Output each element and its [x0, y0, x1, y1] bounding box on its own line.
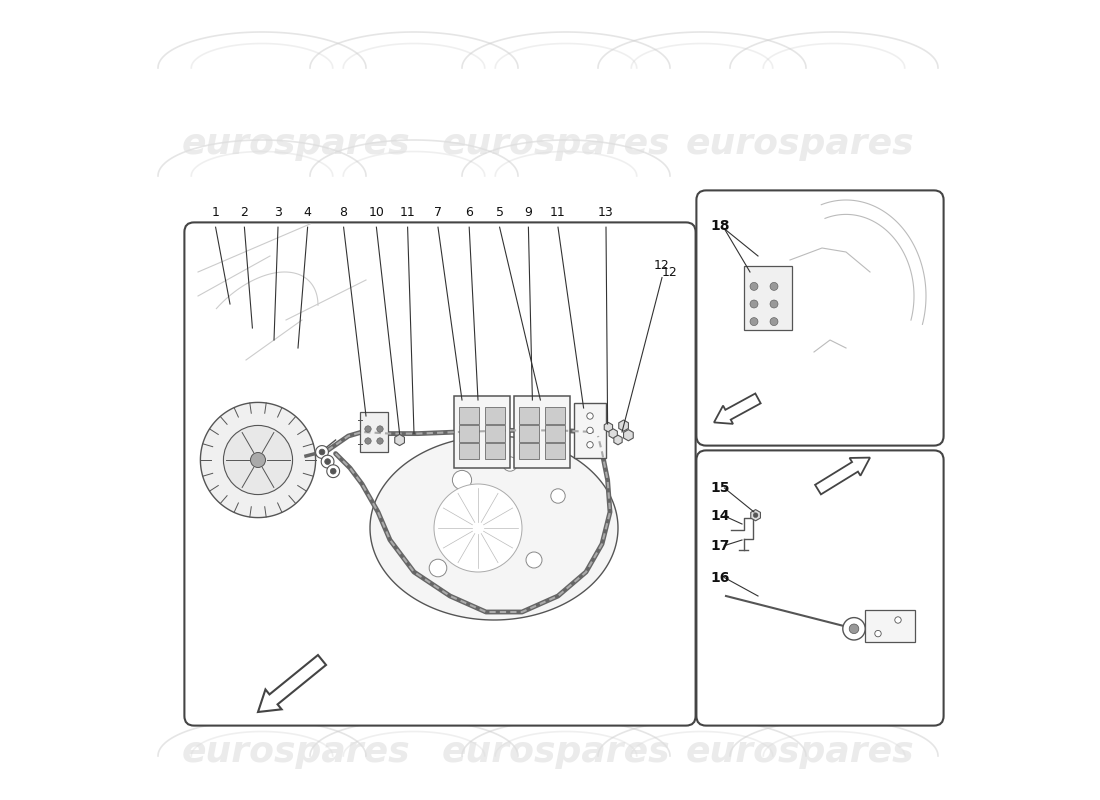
- Circle shape: [365, 438, 371, 444]
- Polygon shape: [327, 465, 340, 478]
- Text: 10: 10: [368, 206, 384, 219]
- Circle shape: [843, 618, 866, 640]
- FancyBboxPatch shape: [514, 395, 571, 468]
- Text: 12: 12: [662, 266, 678, 278]
- Text: eurospares: eurospares: [442, 735, 671, 769]
- Polygon shape: [395, 434, 405, 446]
- FancyBboxPatch shape: [546, 425, 565, 442]
- Circle shape: [452, 470, 472, 490]
- Circle shape: [377, 426, 383, 432]
- Text: 16: 16: [710, 570, 729, 585]
- Polygon shape: [316, 446, 329, 458]
- FancyBboxPatch shape: [546, 442, 565, 459]
- Text: 11: 11: [550, 206, 565, 219]
- FancyArrow shape: [714, 394, 761, 424]
- Text: 12: 12: [654, 259, 670, 272]
- FancyBboxPatch shape: [519, 425, 539, 442]
- FancyBboxPatch shape: [459, 425, 478, 442]
- Circle shape: [849, 624, 859, 634]
- Polygon shape: [604, 422, 613, 432]
- Text: 9: 9: [525, 206, 532, 219]
- Circle shape: [377, 438, 383, 444]
- Text: 18: 18: [710, 218, 729, 233]
- Circle shape: [586, 413, 593, 419]
- Circle shape: [551, 489, 565, 503]
- FancyBboxPatch shape: [696, 190, 944, 446]
- Text: 15: 15: [710, 481, 729, 495]
- Text: 1: 1: [211, 206, 220, 219]
- FancyArrow shape: [258, 655, 326, 712]
- Text: 7: 7: [434, 206, 442, 219]
- FancyBboxPatch shape: [574, 403, 606, 458]
- Circle shape: [770, 318, 778, 326]
- Circle shape: [770, 282, 778, 290]
- FancyBboxPatch shape: [546, 407, 565, 424]
- FancyBboxPatch shape: [744, 266, 792, 330]
- Text: 8: 8: [340, 206, 348, 219]
- Text: 4: 4: [304, 206, 311, 219]
- Polygon shape: [751, 510, 760, 521]
- Text: 11: 11: [399, 206, 416, 219]
- Circle shape: [750, 300, 758, 308]
- Text: 14: 14: [710, 509, 729, 523]
- Polygon shape: [370, 436, 618, 620]
- Text: 13: 13: [598, 206, 614, 219]
- Polygon shape: [614, 435, 623, 445]
- Circle shape: [750, 318, 758, 326]
- FancyBboxPatch shape: [519, 442, 539, 459]
- Polygon shape: [321, 455, 334, 468]
- Circle shape: [586, 442, 593, 448]
- Polygon shape: [609, 429, 617, 438]
- Polygon shape: [200, 402, 316, 518]
- FancyArrow shape: [815, 458, 870, 494]
- Text: 6: 6: [465, 206, 473, 219]
- Text: 5: 5: [496, 206, 504, 219]
- FancyBboxPatch shape: [866, 610, 915, 642]
- Circle shape: [894, 617, 901, 623]
- Text: 2: 2: [241, 206, 249, 219]
- FancyBboxPatch shape: [185, 222, 695, 726]
- Circle shape: [324, 458, 330, 465]
- Circle shape: [503, 457, 517, 471]
- Text: eurospares: eurospares: [686, 735, 914, 769]
- FancyBboxPatch shape: [459, 442, 478, 459]
- Circle shape: [434, 484, 522, 572]
- Polygon shape: [619, 420, 628, 431]
- Circle shape: [330, 468, 337, 474]
- Text: eurospares: eurospares: [182, 735, 410, 769]
- Text: eurospares: eurospares: [442, 127, 671, 161]
- Circle shape: [754, 513, 758, 518]
- Circle shape: [874, 630, 881, 637]
- FancyBboxPatch shape: [519, 407, 539, 424]
- FancyBboxPatch shape: [485, 425, 505, 442]
- Text: 17: 17: [710, 538, 729, 553]
- Text: eurospares: eurospares: [182, 127, 410, 161]
- FancyBboxPatch shape: [361, 413, 387, 451]
- Circle shape: [770, 300, 778, 308]
- FancyBboxPatch shape: [485, 407, 505, 424]
- FancyBboxPatch shape: [696, 450, 944, 726]
- Circle shape: [365, 426, 371, 432]
- Circle shape: [586, 427, 593, 434]
- Text: eurospares: eurospares: [686, 127, 914, 161]
- Circle shape: [750, 282, 758, 290]
- Circle shape: [429, 559, 447, 577]
- FancyBboxPatch shape: [459, 407, 478, 424]
- Circle shape: [319, 449, 324, 455]
- Polygon shape: [624, 430, 634, 441]
- FancyBboxPatch shape: [453, 395, 510, 468]
- FancyBboxPatch shape: [485, 442, 505, 459]
- Circle shape: [526, 552, 542, 568]
- Circle shape: [251, 453, 265, 467]
- Circle shape: [223, 426, 293, 494]
- Text: 3: 3: [274, 206, 282, 219]
